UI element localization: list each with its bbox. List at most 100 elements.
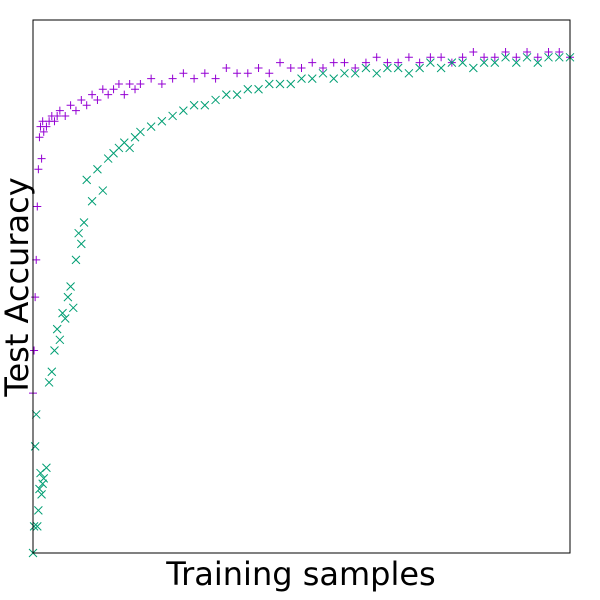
data-point — [361, 63, 371, 73]
data-point — [329, 74, 339, 83]
data-point — [39, 127, 48, 136]
data-point — [383, 63, 392, 73]
data-point — [109, 85, 118, 94]
data-point — [555, 47, 564, 56]
data-point — [61, 111, 70, 120]
data-point — [297, 63, 306, 72]
data-point — [50, 117, 59, 126]
data-point — [468, 63, 478, 73]
data-point — [394, 58, 403, 67]
y-axis-label: Test Accuracy — [0, 177, 36, 397]
data-point — [200, 100, 210, 110]
data-point — [37, 490, 46, 499]
data-point — [254, 84, 263, 94]
data-point — [74, 228, 83, 238]
data-point — [31, 293, 40, 302]
x-axis-label: Training samples — [165, 555, 435, 593]
data-point — [52, 324, 62, 334]
data-point — [307, 74, 317, 83]
data-point — [71, 255, 81, 265]
data-point — [147, 74, 156, 83]
data-point — [93, 95, 102, 104]
data-point — [42, 463, 51, 473]
plot-area — [28, 47, 575, 558]
data-point — [221, 90, 231, 99]
data-point — [490, 58, 500, 67]
data-point — [533, 53, 542, 62]
data-point — [329, 58, 338, 67]
data-point — [87, 196, 97, 206]
data-point — [511, 58, 521, 67]
data-point — [71, 106, 80, 115]
data-point — [501, 52, 510, 62]
data-point — [265, 69, 274, 78]
data-point — [522, 52, 532, 62]
data-point — [426, 58, 435, 67]
data-point — [200, 69, 209, 78]
data-point — [190, 74, 199, 83]
data-point — [286, 63, 295, 72]
data-point — [31, 410, 41, 419]
data-point — [34, 506, 43, 515]
data-point — [222, 63, 231, 72]
data-point — [544, 47, 553, 56]
data-point — [33, 202, 42, 211]
data-point — [63, 292, 73, 302]
data-point — [125, 79, 134, 88]
data-point — [372, 68, 382, 78]
data-point — [30, 442, 40, 451]
data-point — [361, 58, 370, 67]
data-point — [415, 63, 424, 73]
data-point — [30, 346, 39, 355]
data-point — [350, 68, 360, 78]
data-point — [136, 79, 145, 88]
data-point — [189, 100, 199, 110]
data-point — [308, 58, 317, 67]
data-point — [55, 335, 65, 345]
data-point — [136, 127, 145, 137]
data-point — [264, 79, 274, 89]
data-point — [501, 47, 510, 56]
data-point — [58, 308, 67, 318]
data-point — [79, 218, 89, 227]
data-point — [104, 90, 113, 99]
series-0 — [29, 47, 574, 398]
data-point — [436, 63, 446, 73]
data-point — [318, 68, 328, 78]
series-1 — [28, 52, 575, 558]
data-point — [50, 346, 59, 355]
data-point — [157, 79, 166, 88]
data-point — [157, 116, 167, 126]
data-point — [254, 63, 263, 72]
data-point — [512, 53, 521, 62]
data-point — [114, 79, 123, 88]
data-point — [168, 111, 177, 121]
data-point — [276, 58, 285, 67]
data-point — [32, 521, 42, 531]
data-point — [88, 90, 97, 99]
data-point — [37, 154, 46, 163]
data-point — [480, 53, 489, 62]
data-point — [98, 85, 107, 94]
data-point — [98, 186, 108, 195]
data-point — [469, 47, 478, 56]
data-point — [82, 101, 91, 110]
data-point — [458, 53, 467, 62]
data-point — [68, 303, 78, 313]
data-point — [297, 74, 306, 83]
data-point — [77, 95, 86, 104]
data-point — [286, 79, 296, 89]
data-point — [479, 58, 489, 67]
data-point — [82, 175, 92, 185]
data-point — [66, 282, 75, 291]
data-point — [168, 74, 177, 83]
data-point — [233, 69, 242, 78]
data-point — [55, 106, 64, 115]
data-point — [243, 69, 252, 78]
data-point — [131, 85, 140, 94]
data-point — [44, 378, 54, 387]
data-point — [60, 314, 70, 323]
data-point — [211, 74, 220, 83]
data-point — [404, 53, 413, 62]
